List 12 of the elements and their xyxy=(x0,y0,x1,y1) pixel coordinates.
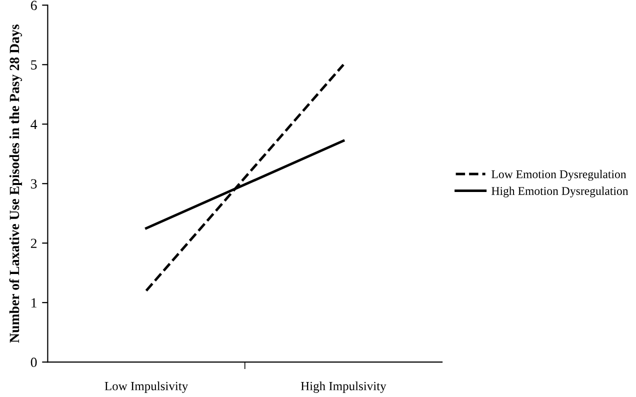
y-tick-label: 2 xyxy=(30,238,37,248)
y-tick-label: 0 xyxy=(30,358,37,368)
x-tick-label: Low Impulsivity xyxy=(104,382,188,393)
y-tick-label: 5 xyxy=(31,60,37,70)
legend-label: High Emotion Dysregulation xyxy=(492,186,628,198)
legend-label: Low Emotion Dysregulation xyxy=(492,170,626,181)
y-tick-label: 6 xyxy=(30,0,37,10)
y-tick-label: 4 xyxy=(30,120,38,129)
y-tick-label: 1 xyxy=(32,298,36,308)
y-tick-label: 3 xyxy=(31,179,37,189)
x-tick-label: High Impulsivity xyxy=(300,382,386,393)
y-axis-title: Number of Laxative Use Episodes in the Pasy 28 Days xyxy=(9,24,22,343)
